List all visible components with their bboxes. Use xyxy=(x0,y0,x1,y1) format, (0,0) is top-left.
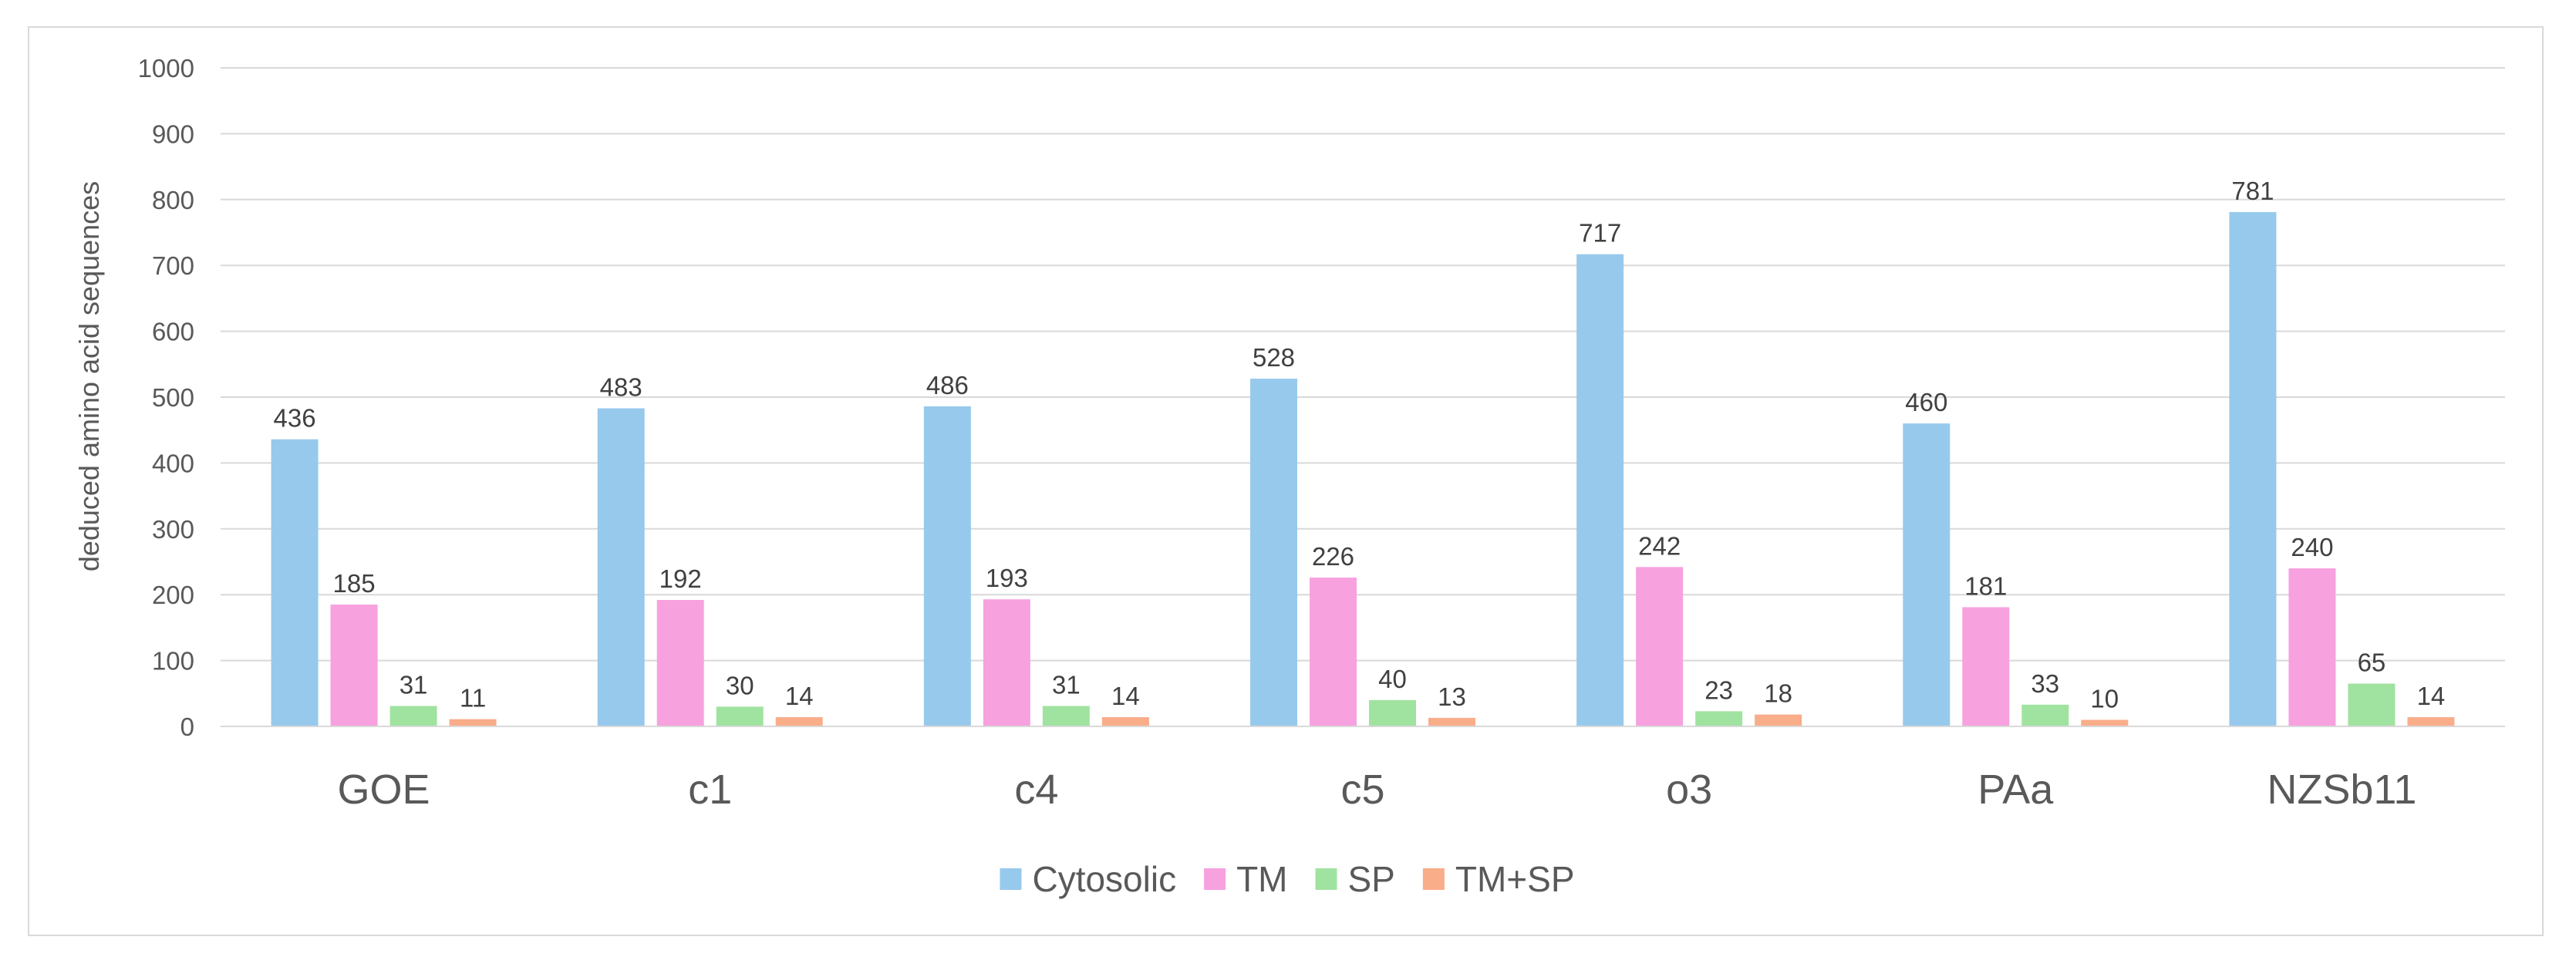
data-label: 31 xyxy=(400,671,428,699)
legend-swatch-sp xyxy=(1315,868,1337,890)
bar-tm-nzsb11 xyxy=(2288,568,2336,726)
x-category-label: NZSb11 xyxy=(2267,767,2416,813)
legend-label: TM+SP xyxy=(1455,859,1575,899)
data-label: 226 xyxy=(1312,542,1354,571)
data-label: 717 xyxy=(1579,219,1621,248)
data-label: 14 xyxy=(1111,682,1140,710)
bar-tm-c4 xyxy=(983,599,1030,726)
y-tick-label: 200 xyxy=(152,581,194,609)
y-tick-label: 0 xyxy=(180,713,194,741)
y-tick-label: 900 xyxy=(152,120,194,148)
data-label: 31 xyxy=(1052,671,1081,699)
data-label: 40 xyxy=(1378,665,1407,693)
data-label: 781 xyxy=(2231,177,2274,205)
bar-cytosolic-nzsb11 xyxy=(2229,212,2277,726)
data-label: 11 xyxy=(460,684,486,713)
legend-swatch-tm-sp xyxy=(1422,868,1445,890)
bar-tm-c5 xyxy=(1310,577,1357,726)
data-label: 65 xyxy=(2358,648,2386,676)
data-label: 185 xyxy=(333,569,376,598)
bar-tm-sp-c4 xyxy=(1101,717,1149,726)
legend-label: SP xyxy=(1348,859,1395,899)
bar-tm-sp-c1 xyxy=(775,717,823,726)
bar-sp-nzsb11 xyxy=(2348,683,2396,726)
bar-tm-goe xyxy=(330,605,378,726)
bar-sp-o3 xyxy=(1695,711,1743,726)
bar-tm-paa xyxy=(1962,607,2010,726)
y-tick-label: 400 xyxy=(152,449,194,477)
data-label: 14 xyxy=(2417,682,2446,710)
bar-cytosolic-c1 xyxy=(597,408,645,726)
data-label: 14 xyxy=(785,682,814,710)
bar-tm-o3 xyxy=(1636,567,1684,726)
data-label: 242 xyxy=(1638,531,1681,560)
y-axis-ticks: 0 100 200 300 400 500 600 700 800 900 1000 xyxy=(138,54,194,741)
y-tick-label: 800 xyxy=(152,186,194,214)
y-tick-label: 600 xyxy=(152,318,194,346)
x-category-label: PAa xyxy=(1978,767,2054,813)
legend-label: TM xyxy=(1236,859,1287,899)
bar-cytosolic-paa xyxy=(1903,423,1951,726)
bars xyxy=(271,212,2455,726)
y-tick-label: 100 xyxy=(152,647,194,676)
data-label: 33 xyxy=(2031,669,2059,698)
bar-chart: 0 100 200 300 400 500 600 700 800 900 1000 deduced… xyxy=(73,54,2505,899)
bar-tm-sp-c5 xyxy=(1428,717,1475,726)
data-label: 23 xyxy=(1704,676,1733,704)
bar-cytosolic-c5 xyxy=(1250,379,1297,726)
legend-swatch-tm xyxy=(1204,868,1226,890)
y-tick-label: 700 xyxy=(152,251,194,280)
data-label: 13 xyxy=(1438,682,1466,711)
chart-frame: 0 100 200 300 400 500 600 700 800 900 1000 deduced… xyxy=(28,26,2544,936)
bar-cytosolic-c4 xyxy=(923,406,971,726)
data-label: 193 xyxy=(986,564,1028,592)
x-category-label: GOE xyxy=(338,767,430,813)
x-category-label: c5 xyxy=(1340,767,1384,813)
bar-sp-c1 xyxy=(716,706,764,726)
bar-tm-c1 xyxy=(656,600,704,726)
bar-cytosolic-goe xyxy=(271,439,319,726)
data-label: 483 xyxy=(600,373,642,402)
x-category-label: o3 xyxy=(1666,767,1712,813)
data-labels: 436 185 31 11 483 192 30 14 486 193 31 14 528 226 40 13… xyxy=(274,177,2446,713)
y-axis-label: deduced amino acid sequences xyxy=(73,181,105,571)
bar-sp-paa xyxy=(2021,704,2069,726)
data-label: 240 xyxy=(2291,533,2333,561)
data-label: 181 xyxy=(1964,571,2007,600)
y-tick-label: 500 xyxy=(152,383,194,412)
legend-label: Cytosolic xyxy=(1032,859,1176,899)
x-axis-categories: GOE c1 c4 c5 o3 PAa NZSb11 xyxy=(338,767,2417,813)
data-label: 192 xyxy=(659,564,702,593)
data-label: 486 xyxy=(926,371,969,399)
y-tick-label: 1000 xyxy=(138,54,194,83)
y-tick-label: 300 xyxy=(152,515,194,544)
data-label: 10 xyxy=(2090,684,2119,713)
bar-tm-sp-o3 xyxy=(1755,714,1802,726)
x-category-label: c4 xyxy=(1014,767,1058,813)
data-label: 460 xyxy=(1905,388,1947,416)
bar-sp-goe xyxy=(389,706,437,726)
gridlines xyxy=(221,67,2505,662)
data-label: 436 xyxy=(274,404,316,433)
legend-swatch-cytosolic xyxy=(1000,868,1022,890)
bar-sp-c4 xyxy=(1042,706,1090,726)
bar-tm-sp-paa xyxy=(2081,719,2129,726)
bar-cytosolic-o3 xyxy=(1576,254,1624,726)
legend: Cytosolic TM SP TM+SP xyxy=(1000,859,1575,899)
bar-tm-sp-goe xyxy=(449,719,497,726)
data-label: 30 xyxy=(726,671,754,699)
bar-sp-c5 xyxy=(1369,699,1416,726)
x-category-label: c1 xyxy=(688,767,732,813)
bar-tm-sp-nzsb11 xyxy=(2407,717,2455,726)
data-label: 528 xyxy=(1253,343,1295,372)
data-label: 18 xyxy=(1764,679,1792,708)
